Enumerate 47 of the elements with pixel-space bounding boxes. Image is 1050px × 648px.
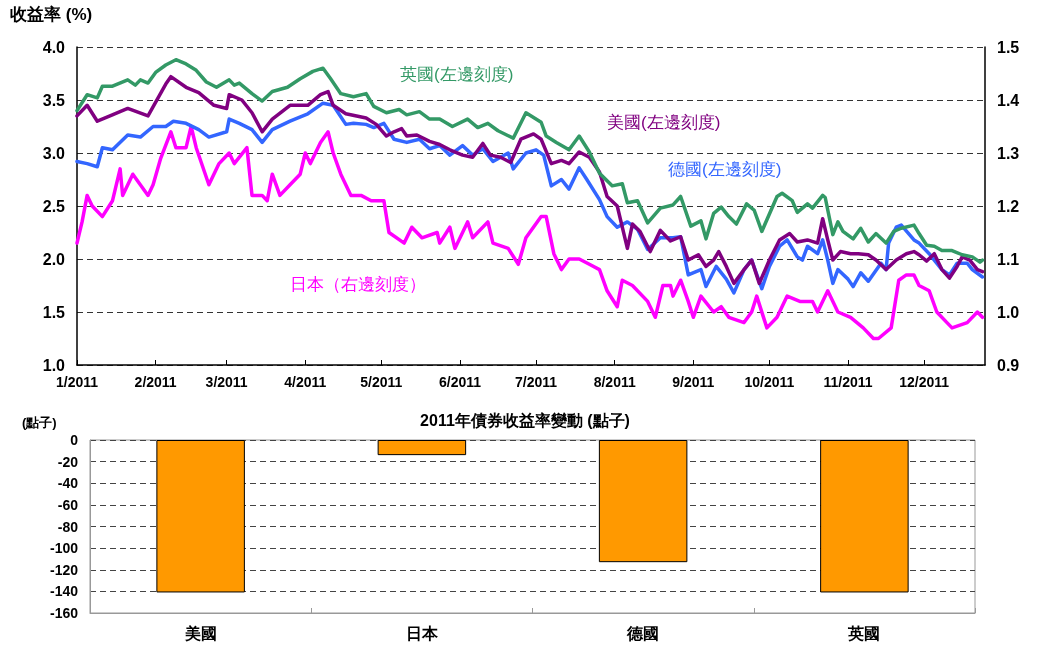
y-tick-label: 4.0 (42, 38, 66, 56)
y-tick-label: 2.0 (42, 250, 66, 268)
x-tick-label: 1/2011 (55, 374, 99, 390)
y-tick-label: 3.0 (42, 144, 66, 162)
x-tick-label: 4/2011 (284, 374, 327, 390)
x-tick-label: 11/2011 (823, 374, 873, 390)
text: 德國(左邊刻度) (668, 160, 782, 179)
y-tick-label: -160 (49, 605, 79, 621)
y-tick-label: -100 (49, 540, 79, 557)
x-tick-label: 3/2011 (205, 374, 248, 390)
x-tick-label: 德國 (626, 624, 660, 642)
series-label: 美國(左邊刻度) (607, 113, 721, 132)
y-tick-label: 0 (70, 432, 79, 448)
x-tick-label: 8/2011 (593, 374, 636, 390)
y-tick-label: -40 (57, 475, 79, 492)
x-tick-label: 9/2011 (672, 374, 715, 390)
y-tick-label: 2.5 (42, 197, 66, 215)
y-tick-label: -140 (49, 583, 79, 600)
x-tick-label: 美國 (183, 623, 217, 642)
x-tick-label: 7/2011 (515, 374, 558, 390)
x-tick-label: 10/2011 (744, 374, 795, 390)
y2-tick-label: 1.3 (997, 144, 1020, 162)
chart-title: 2011年債券收益率變動 (點子) (420, 410, 630, 429)
x-tick-label: 日本 (405, 624, 439, 642)
y2-tick-label: 1.2 (997, 197, 1020, 215)
text: 日本（右邊刻度） (290, 275, 426, 294)
y2-tick-label: 1.5 (997, 38, 1020, 56)
x-tick-label: 5/2011 (360, 374, 403, 390)
y2-tick-label: 0.9 (997, 356, 1020, 374)
y-tick-label: -60 (57, 496, 79, 513)
x-tick-label: 2/2011 (134, 374, 177, 390)
y-tick-label: -80 (57, 518, 79, 535)
y-tick-label: -20 (57, 453, 79, 470)
x-tick-label: 6/2011 (438, 374, 482, 390)
y-tick-label: 1.0 (42, 356, 66, 374)
x-tick-label: 英國 (847, 624, 881, 642)
y-axis-title: 收益率 (%) (10, 5, 93, 24)
y2-tick-label: 1.4 (997, 91, 1020, 109)
series-label: 英國(左邊刻度) (400, 65, 514, 84)
y-tick-label: 3.5 (42, 91, 66, 109)
y-axis-title: (點子) (22, 415, 57, 430)
y-tick-label: 1.5 (42, 303, 66, 321)
line-series (75, 57, 985, 264)
y-tick-label: -120 (49, 561, 79, 578)
x-tick-label: 12/2011 (899, 374, 950, 390)
y2-tick-label: 1.1 (997, 250, 1020, 268)
y2-tick-label: 1.0 (997, 303, 1020, 321)
